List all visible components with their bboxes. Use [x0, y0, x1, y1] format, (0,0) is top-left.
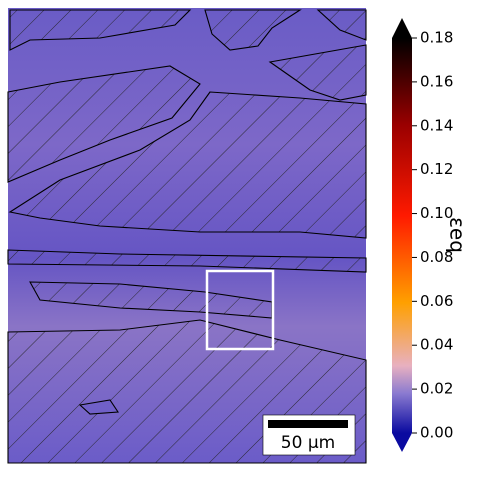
colorbar-tick-label: 0.18: [420, 29, 453, 47]
colorbar-tick-label: 0.04: [420, 336, 453, 354]
colorbar-tick-label: 0.02: [420, 380, 453, 398]
grain-regions: [7, 9, 367, 464]
colorbar-tick-label: 0.00: [420, 424, 453, 442]
colorbar: [392, 18, 412, 452]
colorbar-tick-label: 0.16: [420, 72, 453, 90]
colorbar-tick-label: 0.12: [420, 160, 453, 178]
strain-map: 50 µm: [7, 8, 367, 464]
colorbar-tick-label: 0.08: [420, 248, 453, 266]
region-box: [205, 269, 275, 351]
scale-bar: 50 µm: [262, 414, 356, 456]
scale-bar-label: 50 µm: [281, 433, 335, 453]
colorbar-label: εeq: [446, 217, 470, 253]
colorbar-tick-label: 0.06: [420, 292, 453, 310]
colorbar-tick-label: 0.10: [420, 204, 453, 222]
colorbar-tick-label: 0.14: [420, 116, 453, 134]
